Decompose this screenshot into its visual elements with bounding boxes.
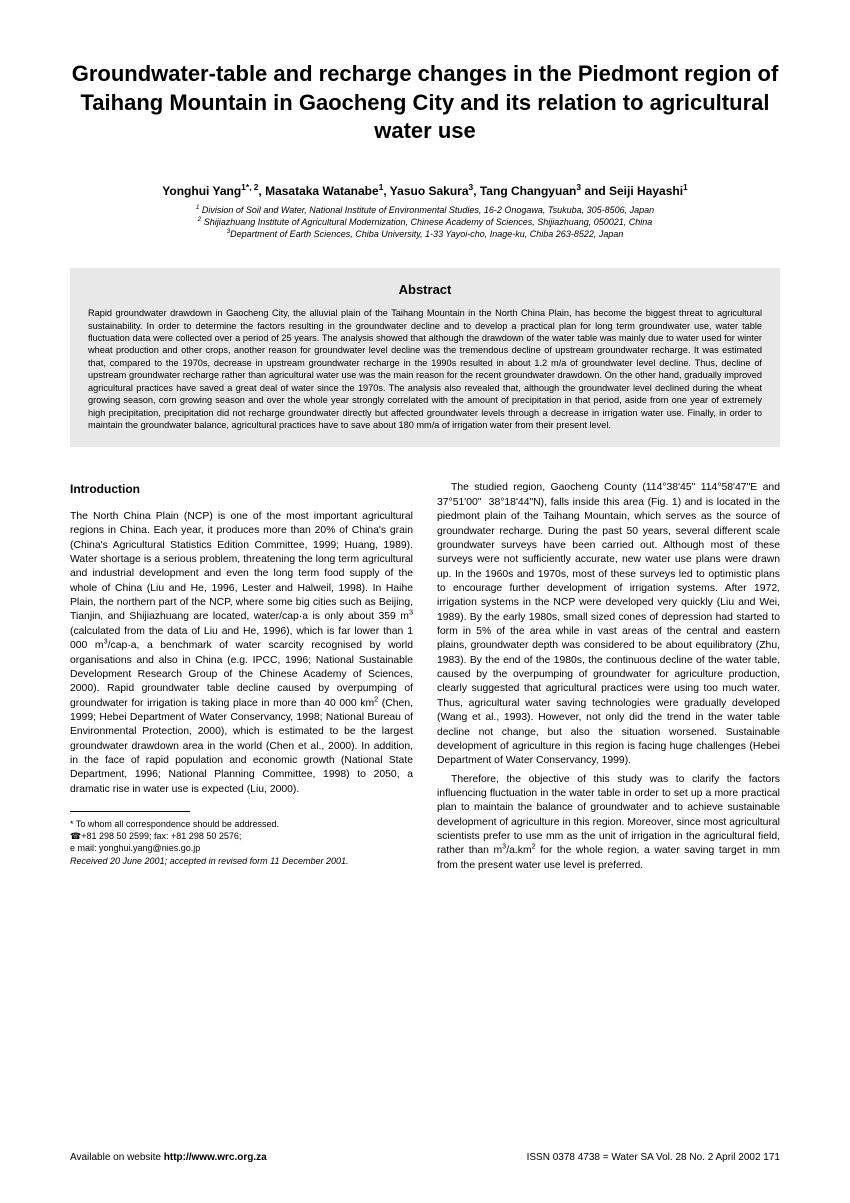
- abstract-box: Abstract Rapid groundwater drawdown in G…: [70, 268, 780, 447]
- footnote-block: * To whom all correspondence should be a…: [70, 818, 413, 867]
- page-footer: Available on website http://www.wrc.org.…: [70, 1152, 780, 1163]
- authors-line: Yonghui Yang1*, 2, Masataka Watanabe1, Y…: [70, 184, 780, 198]
- abstract-text: Rapid groundwater drawdown in Gaocheng C…: [88, 307, 762, 431]
- sup-1: 1: [196, 204, 200, 211]
- abstract-heading: Abstract: [88, 282, 762, 297]
- sup-2: 2: [198, 216, 202, 223]
- affiliation-3: 3Department of Earth Sciences, Chiba Uni…: [70, 228, 780, 240]
- footer-right: ISSN 0378 4738 = Water SA Vol. 28 No. 2 …: [527, 1152, 780, 1163]
- column-left: Introduction The North China Plain (NCP)…: [70, 481, 413, 873]
- article-title: Groundwater-table and recharge changes i…: [70, 60, 780, 146]
- footnote-separator: [70, 811, 190, 812]
- body-columns: Introduction The North China Plain (NCP)…: [70, 481, 780, 873]
- footnote-received: Received 20 June 2001; accepted in revis…: [70, 855, 413, 867]
- footnote-email: e mail: yonghui.yang@nies.go.jp: [70, 842, 413, 854]
- phone-icon: ☎: [70, 830, 81, 842]
- introduction-heading: Introduction: [70, 481, 413, 498]
- column-right: The studied region, Gaocheng County (114…: [437, 481, 780, 873]
- affiliation-1: 1 Division of Soil and Water, National I…: [70, 204, 780, 216]
- affiliation-2: 2 Shijiazhuang Institute of Agricultural…: [70, 216, 780, 228]
- affiliations: 1 Division of Soil and Water, National I…: [70, 204, 780, 240]
- footnote-correspondence: * To whom all correspondence should be a…: [70, 818, 413, 830]
- footnote-phone: ☎+81 298 50 2599; fax: +81 298 50 2576;: [70, 830, 413, 842]
- footer-left: Available on website http://www.wrc.org.…: [70, 1152, 267, 1163]
- col2-paragraph-1: The studied region, Gaocheng County (114…: [437, 481, 780, 768]
- intro-paragraph-1: The North China Plain (NCP) is one of th…: [70, 510, 413, 797]
- col2-paragraph-2: Therefore, the objective of this study w…: [437, 773, 780, 874]
